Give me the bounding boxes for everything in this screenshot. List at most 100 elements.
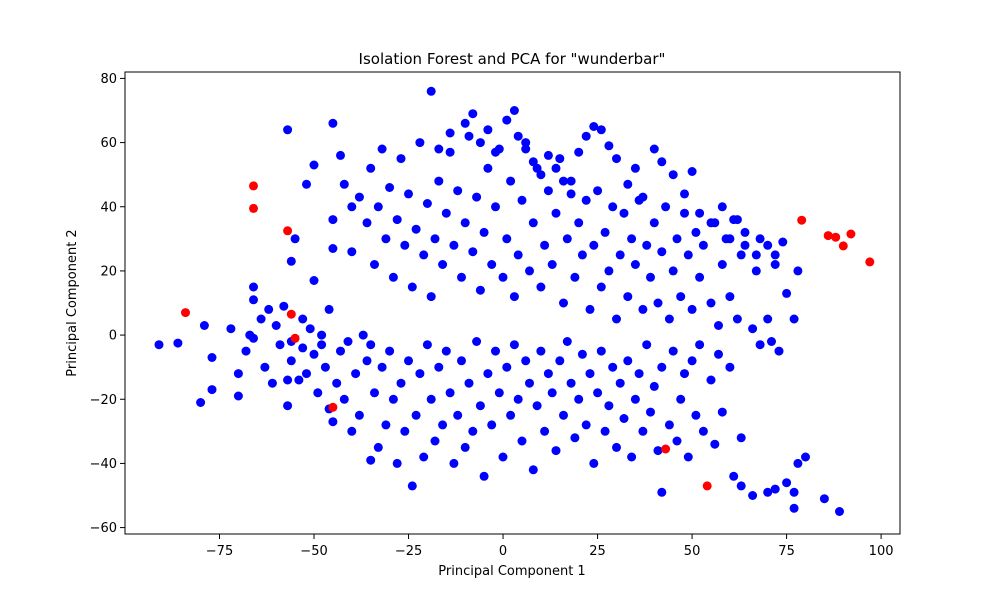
inlier-point: [487, 260, 497, 269]
inlier-point: [419, 250, 429, 260]
inlier-point: [464, 378, 474, 388]
x-tick-label: −75: [206, 544, 233, 559]
inlier-point: [593, 388, 603, 398]
outlier-point: [831, 232, 841, 242]
inlier-point: [328, 215, 338, 225]
y-tick-label: −60: [90, 521, 117, 536]
inlier-point: [426, 394, 436, 404]
inlier-point: [430, 436, 440, 446]
inlier-point: [320, 362, 330, 372]
inlier-point: [585, 369, 595, 379]
inlier-point: [286, 356, 296, 366]
inlier-point: [430, 234, 440, 244]
inlier-point: [373, 442, 383, 452]
inlier-point: [521, 356, 531, 366]
inlier-point: [566, 176, 576, 186]
inlier-point: [422, 199, 432, 208]
inlier-point: [683, 250, 693, 260]
inlier-point: [725, 292, 735, 302]
y-tick-label: 60: [100, 136, 117, 151]
inlier-point: [672, 436, 682, 446]
outlier-point: [249, 203, 258, 213]
inlier-point: [630, 163, 640, 173]
inlier-point: [354, 410, 364, 420]
inlier-point: [581, 131, 591, 141]
inlier-point: [347, 202, 357, 212]
inlier-point: [475, 138, 485, 148]
inlier-point: [732, 215, 742, 225]
inlier-point: [241, 346, 251, 356]
inlier-point: [680, 208, 689, 218]
inlier-point: [668, 346, 678, 356]
inlier-point: [751, 266, 761, 276]
inlier-point: [596, 125, 606, 135]
y-tick-label: −20: [90, 393, 117, 408]
inlier-point: [302, 179, 311, 189]
inlier-point: [249, 333, 258, 343]
inlier-point: [664, 420, 674, 430]
inlier-point: [392, 458, 402, 468]
inlier-point: [770, 260, 780, 269]
inlier-point: [381, 420, 391, 430]
inlier-point: [472, 337, 482, 346]
inlier-point: [608, 362, 618, 372]
inlier-point: [596, 346, 606, 356]
inlier-point: [366, 455, 376, 465]
inlier-point: [509, 292, 519, 302]
inlier-point: [426, 86, 436, 96]
inlier-point: [763, 487, 773, 497]
inlier-point: [483, 163, 493, 173]
inlier-point: [362, 218, 372, 228]
inlier-point: [498, 452, 508, 462]
inlier-point: [589, 240, 599, 250]
inlier-point: [354, 192, 364, 202]
inlier-point: [608, 202, 618, 212]
inlier-point: [585, 304, 595, 314]
inlier-point: [570, 433, 580, 443]
inlier-point: [657, 487, 667, 497]
x-tick-label: 75: [778, 544, 795, 559]
inlier-point: [649, 218, 659, 228]
inlier-point: [528, 157, 538, 167]
inlier-point: [536, 282, 546, 292]
inlier-point: [207, 385, 217, 395]
inlier-point: [407, 481, 417, 491]
inlier-point: [309, 276, 319, 285]
inlier-point: [302, 369, 311, 379]
inlier-point: [491, 202, 500, 212]
inlier-point: [453, 410, 463, 420]
inlier-point: [271, 321, 281, 330]
inlier-point: [298, 343, 308, 353]
inlier-point: [328, 417, 338, 427]
inlier-point: [782, 288, 792, 298]
inlier-point: [298, 314, 308, 324]
inlier-point: [740, 227, 750, 237]
inlier-point: [559, 176, 568, 186]
inlier-point: [551, 208, 561, 218]
inlier-point: [400, 240, 410, 250]
inlier-point: [226, 324, 236, 334]
inlier-point: [506, 176, 516, 186]
inlier-point: [551, 446, 561, 456]
outlier-point: [661, 444, 671, 454]
inlier-point: [638, 304, 648, 314]
inlier-point: [604, 141, 614, 151]
inlier-point: [642, 340, 652, 350]
inlier-point: [441, 346, 451, 356]
inlier-point: [604, 266, 614, 276]
inlier-point: [736, 481, 746, 491]
inlier-point: [283, 375, 293, 385]
inlier-point: [778, 237, 788, 247]
inlier-point: [543, 150, 553, 160]
inlier-point: [687, 356, 697, 366]
inlier-point: [267, 378, 277, 388]
inlier-point: [789, 503, 799, 513]
inlier-point: [577, 250, 587, 260]
inlier-point: [370, 388, 379, 398]
inlier-point: [385, 346, 395, 356]
inlier-point: [698, 426, 708, 436]
inlier-point: [581, 195, 591, 205]
inlier-point: [479, 471, 489, 481]
inlier-point: [528, 218, 538, 228]
outlier-point: [797, 215, 807, 225]
